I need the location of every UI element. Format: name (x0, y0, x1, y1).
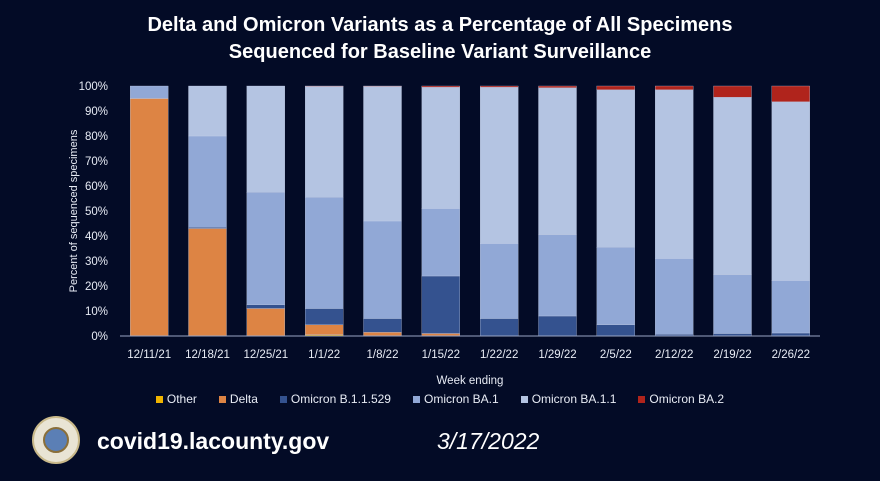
legend-item: Omicron BA.2 (638, 392, 724, 406)
bar-segment-omicron-ba-1 (713, 274, 752, 334)
bar-segment-delta (305, 324, 344, 335)
legend-label: Omicron BA.2 (649, 392, 725, 406)
y-tick-label: 90% (85, 106, 108, 118)
bar-segment-omicron-b-1-1-529 (188, 227, 227, 229)
legend-swatch (638, 395, 646, 403)
legend-label: Delta (229, 392, 258, 406)
bar-segment-omicron-b-1-1-529 (596, 324, 635, 337)
title-line-2: Sequenced for Baseline Variant Surveilla… (228, 41, 652, 63)
bar-segment-omicron-ba-1 (596, 247, 635, 325)
bar-segment-omicron-ba-1-1 (771, 101, 810, 281)
bar-segment-omicron-ba-2 (480, 85, 519, 88)
y-tick-label: 50% (85, 206, 108, 218)
y-tick-label: 80% (85, 131, 108, 143)
legend: Other Delta Omicron B.1.1.529 Omicron BA.1 O… (0, 392, 880, 406)
county-seal-logo (32, 416, 80, 464)
bar-segment-omicron-ba-1 (363, 220, 402, 319)
legend-item: Other (155, 392, 197, 406)
y-axis-label: Percent of sequenced specimens (68, 129, 80, 292)
chart-title: Delta and Omicron Variants as a Percenta… (0, 12, 880, 66)
bar-segment-delta (188, 228, 227, 337)
legend-label: Other (166, 392, 197, 406)
bar-segment-omicron-ba-2 (771, 85, 810, 102)
x-tick-label: 2/26/22 (772, 349, 810, 361)
bar-segment-omicron-ba-1-1 (596, 89, 635, 248)
y-tick-label: 20% (85, 281, 108, 293)
legend-label: Omicron B.1.1.529 (290, 392, 391, 406)
y-tick-label: 0% (91, 331, 108, 343)
y-tick-label: 100% (79, 81, 108, 93)
bar-segment-omicron-b-1-1-529 (538, 315, 577, 337)
legend-item: Delta (218, 392, 258, 406)
y-tick-label: 60% (85, 181, 108, 193)
stacked-bar-chart: 0% 10% 20% 30% 40% 50% 60% 70% 80% 90% 100% 12/11/2… (68, 81, 820, 387)
bar-segment-omicron-ba-1-1 (538, 87, 577, 235)
bar-segment-omicron-ba-1 (538, 234, 577, 317)
legend-swatch (218, 395, 226, 403)
y-tick-label: 30% (85, 256, 108, 268)
bar-segment-omicron-ba-1 (771, 280, 810, 334)
bar-segment-omicron-ba-1-1 (655, 89, 694, 259)
date-label: 3/17/2022 (437, 428, 540, 454)
bar-segment-omicron-ba-2 (713, 85, 752, 98)
bar-segment-omicron-ba-1-1 (246, 85, 285, 193)
bar-segment-delta (130, 98, 169, 337)
legend-label: Omicron BA.1.1 (531, 392, 617, 406)
title-line-1: Delta and Omicron Variants as a Percenta… (147, 14, 733, 36)
x-tick-label: 1/29/22 (538, 349, 576, 361)
bar-segment-omicron-ba-1-1 (188, 85, 227, 137)
y-tick-label: 70% (85, 156, 108, 168)
legend-swatch (520, 395, 528, 403)
x-tick-label: 1/8/22 (367, 349, 399, 361)
bar-segment-omicron-ba-2 (305, 85, 344, 87)
bar-segment-omicron-ba-1 (305, 197, 344, 309)
website-url: covid19.lacounty.gov (97, 428, 330, 454)
legend-item: Omicron BA.1 (412, 392, 499, 406)
bar-segment-omicron-b-1-1-529 (305, 308, 344, 325)
bar-segment-omicron-b-1-1-529 (421, 275, 460, 334)
bar-segment-omicron-ba-2 (363, 85, 402, 87)
x-tick-label: 12/18/21 (185, 349, 230, 361)
x-axis-label: Week ending (437, 375, 504, 387)
x-tick-label: 2/5/22 (600, 349, 632, 361)
bar-segment-omicron-ba-1 (130, 85, 169, 99)
bar-segment-omicron-ba-2 (655, 85, 694, 90)
bar-segment-omicron-b-1-1-529 (363, 318, 402, 333)
bar-segment-omicron-b-1-1-529 (480, 318, 519, 337)
x-tick-label: 2/19/22 (713, 349, 751, 361)
bar-segment-omicron-ba-1-1 (305, 86, 344, 198)
legend-swatch (412, 395, 420, 403)
y-tick-label: 40% (85, 231, 108, 243)
x-tick-label: 1/15/22 (422, 349, 460, 361)
x-tick-label: 1/22/22 (480, 349, 518, 361)
legend-label: Omicron BA.1 (423, 392, 499, 406)
bar-segment-omicron-b-1-1-529 (246, 304, 285, 309)
y-tick-label: 10% (85, 306, 108, 318)
x-tick-label: 12/11/21 (127, 349, 171, 361)
legend-swatch (279, 395, 287, 403)
bar-segment-omicron-ba-1 (655, 258, 694, 335)
x-tick-label: 12/25/21 (243, 349, 288, 361)
bar-segment-omicron-ba-2 (421, 85, 460, 88)
bar-segment-omicron-ba-2 (596, 85, 635, 90)
bar-segment-delta (363, 332, 402, 337)
legend-item: Omicron BA.1.1 (520, 392, 617, 406)
legend-item: Omicron B.1.1.529 (279, 392, 391, 406)
bar-segment-omicron-ba-1 (480, 243, 519, 319)
bar-segment-omicron-ba-1-1 (363, 86, 402, 222)
bar-segment-omicron-ba-1 (246, 192, 285, 305)
legend-swatch (155, 395, 163, 403)
x-tick-label: 1/1/22 (308, 349, 340, 361)
bar-segment-delta (246, 308, 285, 337)
x-tick-label: 2/12/22 (655, 349, 693, 361)
bar-segment-omicron-ba-1-1 (480, 87, 519, 244)
bar-segment-omicron-ba-2 (538, 85, 577, 88)
bar-segment-omicron-ba-1-1 (421, 87, 460, 209)
bar-segment-omicron-ba-1 (188, 135, 227, 228)
bar-segment-omicron-ba-1-1 (713, 97, 752, 275)
bar-segment-omicron-ba-1 (421, 208, 460, 277)
